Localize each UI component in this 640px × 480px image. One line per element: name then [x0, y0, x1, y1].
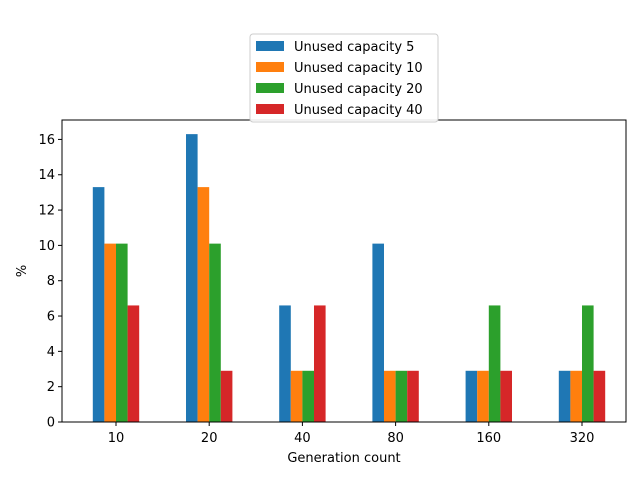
x-tick-label: 40	[294, 431, 311, 446]
y-tick-label: 2	[47, 380, 55, 395]
bar-40-series-4	[314, 305, 326, 422]
y-tick-label: 8	[47, 274, 55, 289]
bar-160-series-3	[488, 305, 501, 422]
bar-10-series-2	[104, 243, 116, 422]
y-axis: 0 2 4 6 8 10 12 14 16	[38, 133, 62, 431]
legend-label: Unused capacity 5	[294, 40, 414, 55]
plot-frame	[61, 119, 627, 423]
legend-label: Unused capacity 20	[294, 82, 423, 97]
bar-40-series-2	[290, 370, 303, 422]
y-axis-label: %	[15, 265, 30, 277]
bar-320-series-2	[570, 370, 582, 422]
bar-160-series-4	[500, 370, 512, 422]
legend-swatch	[256, 62, 284, 72]
y-tick-label: 6	[47, 310, 55, 325]
bar-80-series-2	[384, 370, 396, 422]
y-tick-label: 4	[47, 345, 55, 360]
legend-label: Unused capacity 40	[294, 103, 423, 118]
y-tick-label: 16	[38, 133, 55, 148]
bar-80-series-3	[395, 370, 408, 422]
x-axis: 10 20 40 80 160 320	[108, 422, 595, 446]
bar-10-series-1	[92, 187, 105, 422]
x-tick-label: 320	[570, 431, 595, 446]
y-tick-label: 14	[38, 168, 55, 183]
bar-10-series-4	[127, 305, 140, 422]
bar-40-series-3	[302, 370, 314, 422]
x-tick-label: 160	[476, 431, 501, 446]
bar-320-series-3	[582, 305, 594, 422]
y-tick-label: 10	[38, 239, 55, 254]
y-tick-label: 0	[47, 416, 55, 431]
bar-80-series-4	[407, 370, 419, 422]
bar-20-series-3	[209, 243, 221, 422]
bar-160-series-2	[477, 370, 489, 422]
legend-swatch	[256, 104, 284, 114]
legend: Unused capacity 5 Unused capacity 10 Unuse…	[249, 33, 439, 123]
bar-320-series-1	[558, 370, 571, 422]
bar-20-series-1	[186, 134, 198, 422]
bar-20-series-4	[220, 370, 233, 422]
legend-swatch	[256, 41, 284, 51]
legend-swatch	[256, 83, 284, 93]
x-axis-label: Generation count	[287, 451, 400, 466]
x-tick-label: 80	[387, 431, 404, 446]
x-tick-label: 20	[201, 431, 218, 446]
bars-layer	[92, 134, 606, 422]
y-tick-label: 12	[38, 204, 55, 219]
bar-160-series-1	[465, 370, 478, 422]
bar-80-series-1	[372, 243, 384, 422]
legend-label: Unused capacity 10	[294, 61, 423, 76]
x-tick-label: 10	[108, 431, 125, 446]
bar-320-series-4	[593, 370, 606, 422]
legend-frame	[249, 33, 439, 123]
bar-20-series-2	[197, 187, 210, 422]
bar-40-series-1	[279, 305, 291, 422]
bar-10-series-3	[116, 243, 128, 422]
